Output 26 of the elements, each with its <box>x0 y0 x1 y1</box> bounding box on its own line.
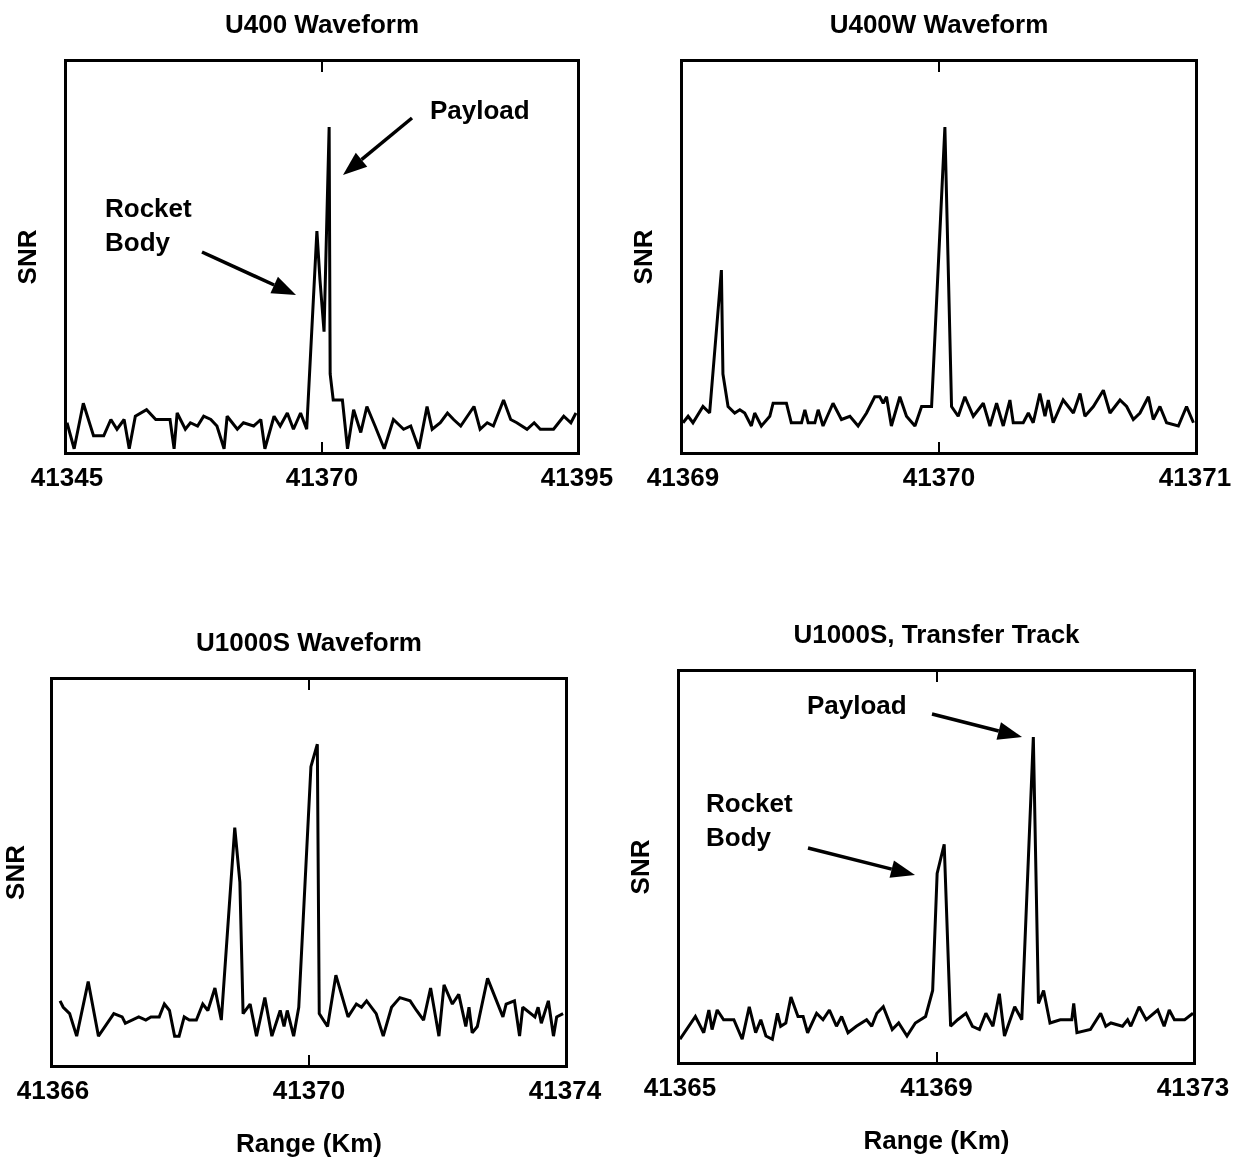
text: Payload <box>430 95 530 125</box>
chart-title: U400W Waveform <box>829 9 1049 40</box>
x-axis-title: Range (Km) <box>236 1127 382 1158</box>
y-axis-title: SNR <box>625 839 656 895</box>
x-tick-label: 41366 <box>16 1075 90 1106</box>
x-tick-label: 41371 <box>1158 462 1232 493</box>
annotation: Rocket Body <box>706 788 794 852</box>
chart-title: U1000S Waveform <box>196 627 422 658</box>
annotation: Rocket Body <box>105 193 193 257</box>
y-axis-title: SNR <box>0 844 30 900</box>
chart-title: U1000S, Transfer Track <box>793 619 1081 650</box>
x-tick-label: 41369 <box>646 462 720 493</box>
x-tick-label: 41373 <box>1156 1072 1230 1103</box>
x-axis-title: Range (Km) <box>863 1124 1010 1155</box>
y-axis-title: SNR <box>628 229 659 285</box>
x-tick-label: 41369 <box>900 1072 973 1103</box>
x-tick-label: 41345 <box>30 462 104 493</box>
x-tick-label: 41395 <box>540 462 614 493</box>
x-tick-label: 41370 <box>272 1075 346 1106</box>
y-axis-title: SNR <box>12 229 43 285</box>
x-tick-label: 41370 <box>902 462 976 493</box>
text: Payload <box>807 690 907 720</box>
x-tick-label: 41370 <box>285 462 359 493</box>
chart-title: U400 Waveform <box>224 9 420 40</box>
x-tick-label: 41365 <box>643 1072 717 1103</box>
x-tick-label: 41374 <box>528 1075 602 1106</box>
